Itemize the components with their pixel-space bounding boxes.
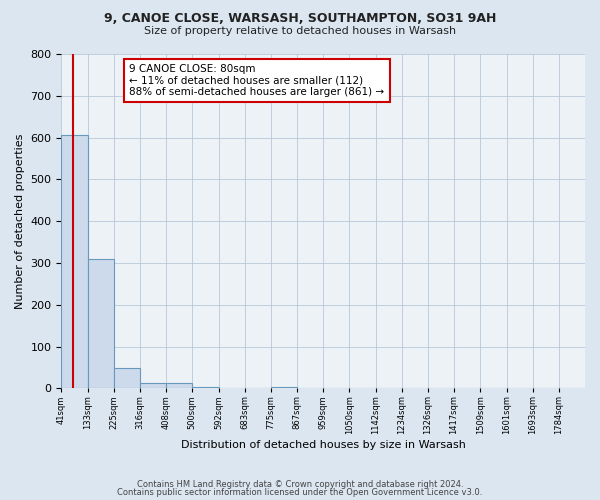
Text: Contains HM Land Registry data © Crown copyright and database right 2024.: Contains HM Land Registry data © Crown c… bbox=[137, 480, 463, 489]
Y-axis label: Number of detached properties: Number of detached properties bbox=[15, 134, 25, 309]
Text: Size of property relative to detached houses in Warsash: Size of property relative to detached ho… bbox=[144, 26, 456, 36]
Bar bbox=[166, 383, 193, 388]
Text: 9 CANOE CLOSE: 80sqm
← 11% of detached houses are smaller (112)
88% of semi-deta: 9 CANOE CLOSE: 80sqm ← 11% of detached h… bbox=[130, 64, 385, 97]
Bar bbox=[193, 386, 218, 388]
Bar bbox=[271, 386, 297, 388]
Bar bbox=[114, 368, 140, 388]
Text: Contains public sector information licensed under the Open Government Licence v3: Contains public sector information licen… bbox=[118, 488, 482, 497]
Bar bbox=[140, 384, 166, 388]
Bar bbox=[88, 259, 114, 388]
Text: 9, CANOE CLOSE, WARSASH, SOUTHAMPTON, SO31 9AH: 9, CANOE CLOSE, WARSASH, SOUTHAMPTON, SO… bbox=[104, 12, 496, 26]
X-axis label: Distribution of detached houses by size in Warsash: Distribution of detached houses by size … bbox=[181, 440, 466, 450]
Bar bbox=[61, 134, 88, 388]
